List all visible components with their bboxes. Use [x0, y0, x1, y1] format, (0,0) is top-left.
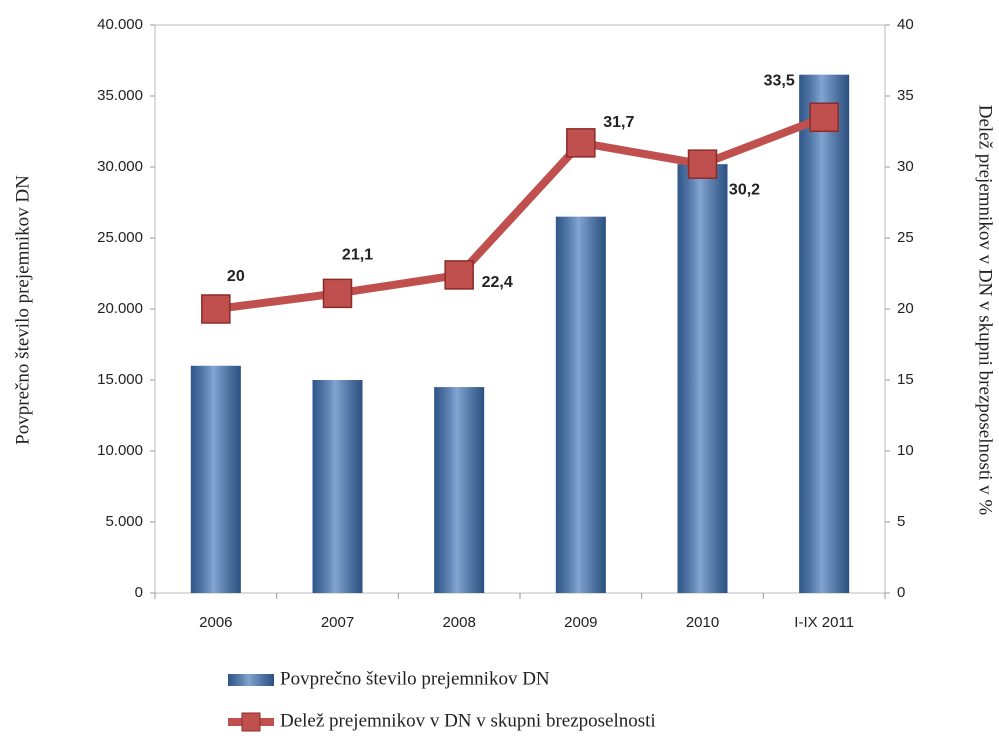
y2-tick-label: 5 — [897, 513, 905, 530]
x-tick-label: I-IX 2011 — [794, 614, 854, 631]
y-tick-label: 40.000 — [97, 16, 143, 33]
y-tick-label: 30.000 — [97, 158, 143, 175]
line — [215, 113, 826, 313]
y-axis-label: Povprečno število prejemnikov DN — [12, 175, 33, 445]
y2-tick-label: 35 — [897, 87, 914, 104]
y2-axis-label: Delež prejemnikov v DN v skupni brezpose… — [975, 105, 996, 516]
line-marker — [322, 278, 353, 309]
bar-shade — [555, 216, 606, 593]
y2-tick-label: 10 — [897, 442, 914, 459]
bar-shade — [312, 380, 363, 593]
legend-label: Delež prejemnikov v DN v skupni brezpose… — [280, 710, 656, 731]
bar-shade — [434, 387, 485, 593]
line-marker — [809, 102, 839, 133]
y-tick-label: 10.000 — [97, 442, 143, 459]
data-label: 33,5 — [764, 73, 795, 90]
y2-tick-label: 30 — [897, 158, 914, 175]
legend-label: Povprečno število prejemnikov DN — [280, 668, 550, 689]
line-marker — [201, 294, 231, 324]
y-tick-label: 15.000 — [97, 371, 143, 388]
data-label: 20 — [227, 268, 245, 285]
legend-marker — [241, 712, 261, 732]
y2-tick-label: 0 — [897, 584, 905, 601]
y2-tick-label: 40 — [897, 16, 914, 33]
legend-swatch-shade — [228, 674, 274, 686]
y-tick-label: 0 — [135, 584, 143, 601]
y-tick-label: 25.000 — [97, 229, 143, 246]
y2-tick-label: 25 — [897, 229, 914, 246]
line-marker — [444, 260, 474, 290]
plot-area — [154, 24, 886, 594]
x-tick-label: 2010 — [686, 614, 719, 631]
x-tick-label: 2008 — [442, 614, 475, 631]
line-marker — [687, 149, 718, 179]
line-marker — [566, 128, 596, 158]
y2-tick-label: 20 — [897, 300, 914, 317]
bar-shade — [799, 74, 850, 593]
y-tick-label: 5.000 — [105, 513, 143, 530]
y-tick-label: 35.000 — [97, 87, 143, 104]
data-label: 30,2 — [729, 181, 760, 198]
bar-shade — [190, 365, 241, 593]
data-label: 31,7 — [603, 114, 634, 131]
x-tick-label: 2009 — [564, 614, 597, 631]
bar-shade — [677, 164, 728, 593]
data-label: 21,1 — [342, 247, 373, 264]
x-tick-label: 2006 — [199, 614, 232, 631]
y2-tick-label: 15 — [897, 371, 914, 388]
x-tick-label: 2007 — [321, 614, 354, 631]
data-label: 22,4 — [482, 274, 513, 291]
y-tick-label: 20.000 — [97, 300, 143, 317]
